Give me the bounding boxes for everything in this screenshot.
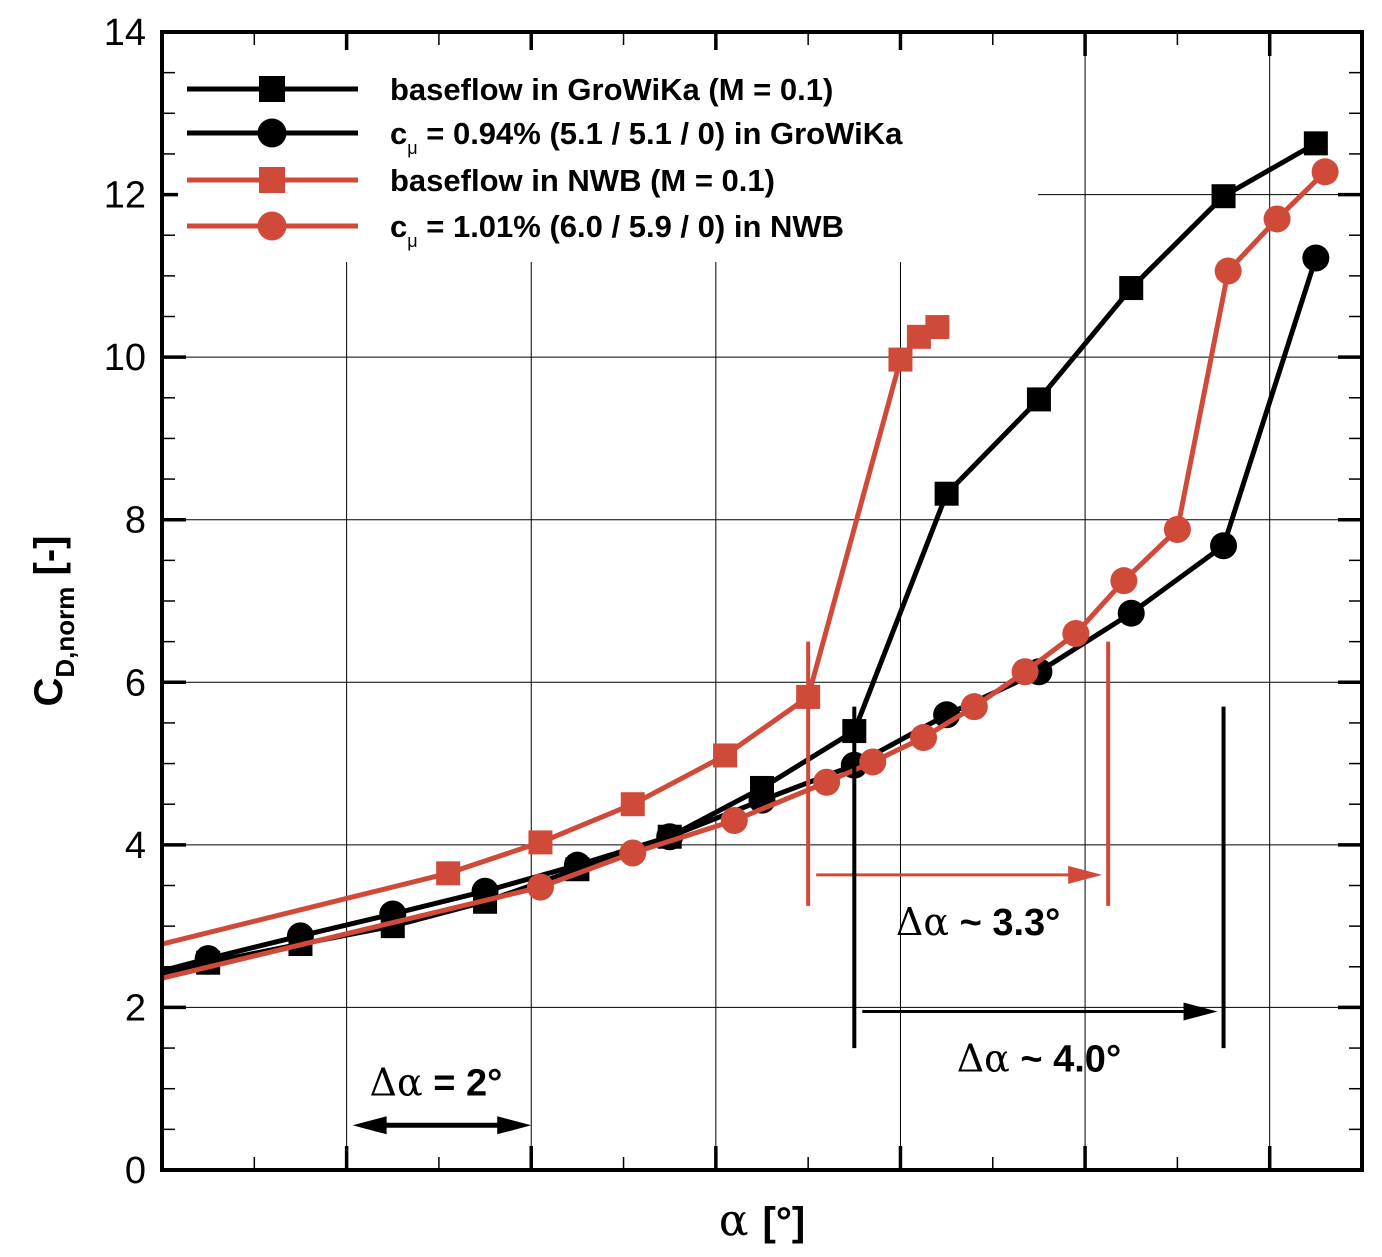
x-axis-unit: [°] — [763, 1200, 806, 1244]
data-point — [813, 768, 841, 796]
annotation-arrow-head — [352, 1116, 387, 1135]
data-point — [526, 873, 554, 901]
annotation-delta-alpha: Δα — [896, 900, 949, 944]
legend-marker — [259, 167, 285, 193]
series-4 — [162, 158, 1339, 981]
y-tick-labels: 0 2 4 6 8 10 12 14 — [104, 12, 146, 1192]
data-point — [1214, 257, 1242, 285]
data-point — [1163, 515, 1191, 543]
annotation-value: ~ 4.0° — [1010, 1038, 1121, 1080]
data-point — [713, 743, 738, 768]
annotation-3: Δα ~ 4.0° — [852, 706, 1226, 1080]
data-point — [1026, 387, 1051, 412]
data-point — [1117, 599, 1145, 627]
y-axis-title: CD,norm [-] — [27, 536, 80, 707]
y-tick-label: 4 — [125, 825, 146, 867]
data-point — [960, 693, 988, 721]
series-line — [162, 141, 1318, 976]
data-point — [1110, 567, 1138, 595]
series-line — [162, 257, 1319, 974]
y-tick-label: 14 — [104, 12, 146, 54]
data-point — [720, 806, 748, 834]
data-point — [925, 315, 950, 340]
series-3 — [162, 315, 950, 947]
legend-label: baseflow in NWB (M = 0.1) — [390, 163, 775, 198]
data-point — [619, 839, 647, 867]
legend-marker — [257, 118, 287, 148]
annotation-label: Δα ~ 4.0° — [957, 1036, 1121, 1080]
data-point — [910, 724, 938, 752]
x-axis-symbol: α — [719, 1195, 763, 1246]
legend-label-c: c — [390, 209, 407, 244]
annotation-2: Δα ~ 3.3° — [806, 641, 1111, 944]
data-point — [1302, 244, 1330, 272]
legend-label-sub: μ — [407, 231, 417, 251]
annotation-label: Δα = 2° — [370, 1060, 503, 1104]
data-point — [1211, 184, 1236, 209]
annotation-delta-alpha: Δα — [370, 1060, 423, 1104]
series-layer — [162, 131, 1339, 981]
annotation-value: = 2° — [423, 1062, 503, 1104]
data-point — [620, 792, 645, 817]
legend: baseflow in GroWiKa (M = 0.1)cμ = 0.94% … — [178, 50, 1038, 262]
data-point — [1210, 532, 1238, 560]
data-point — [528, 830, 553, 855]
y-axis-sub: D,norm — [50, 587, 80, 678]
data-point — [1062, 620, 1090, 648]
data-point — [859, 748, 887, 776]
legend-label: baseflow in GroWiKa (M = 0.1) — [390, 72, 833, 107]
series-2 — [162, 244, 1330, 974]
x-axis-title: α [°] — [719, 1195, 805, 1246]
data-point — [436, 861, 461, 886]
data-point — [1303, 131, 1328, 156]
annotation-arrow-head — [1183, 1002, 1218, 1021]
annotation-label: Δα ~ 3.3° — [896, 900, 1060, 944]
y-tick-label: 2 — [125, 987, 146, 1029]
y-tick-label: 12 — [104, 175, 146, 217]
data-point — [1311, 158, 1339, 186]
annotation-delta-alpha: Δα — [957, 1036, 1010, 1080]
y-axis-main: C — [27, 678, 71, 707]
y-tick-label: 8 — [125, 500, 146, 542]
data-point — [888, 347, 913, 372]
legend-label-rest: = 1.01% (6.0 / 5.9 / 0) in NWB — [418, 209, 844, 244]
legend-label: cμ = 1.01% (6.0 / 5.9 / 0) in NWB — [390, 209, 844, 251]
data-point — [1119, 276, 1144, 301]
data-point — [1011, 658, 1039, 686]
y-tick-label: 0 — [125, 1150, 146, 1192]
data-point — [934, 481, 959, 506]
y-axis-unit: [-] — [27, 536, 71, 587]
legend-marker — [259, 76, 285, 102]
annotation-arrow-head — [497, 1116, 532, 1135]
minor-ticks — [162, 32, 1362, 1170]
annotation-arrow-head — [1068, 865, 1103, 884]
series-line — [162, 170, 1327, 981]
y-tick-label: 10 — [104, 337, 146, 379]
legend-label-sub: μ — [407, 138, 417, 158]
annotation-value: ~ 3.3° — [949, 902, 1060, 944]
annotation-layer: Δα = 2°Δα ~ 3.3°Δα ~ 4.0° — [352, 641, 1226, 1135]
legend-label-rest: = 0.94% (5.1 / 5.1 / 0) in GroWiKa — [418, 116, 903, 151]
legend-label: cμ = 0.94% (5.1 / 5.1 / 0) in GroWiKa — [390, 116, 903, 158]
annotation-1: Δα = 2° — [352, 1060, 532, 1135]
data-point — [1263, 205, 1291, 233]
y-tick-label: 6 — [125, 662, 146, 704]
legend-marker — [257, 211, 287, 241]
legend-label-c: c — [390, 116, 407, 151]
plot-frame — [160, 30, 1364, 1172]
